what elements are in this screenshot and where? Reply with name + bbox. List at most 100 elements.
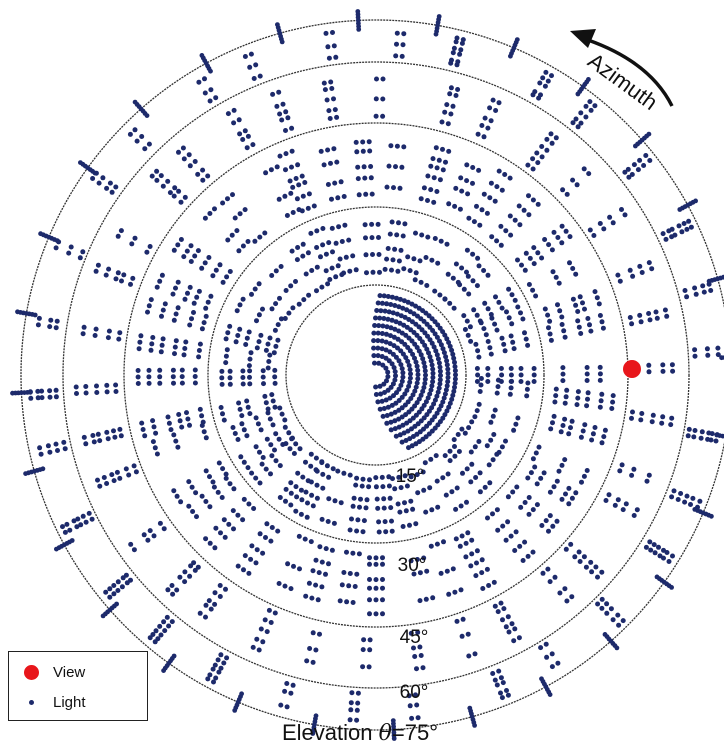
light-point xyxy=(394,143,400,149)
light-point xyxy=(617,278,623,284)
light-point xyxy=(252,238,258,244)
light-point xyxy=(396,424,402,430)
light-point xyxy=(231,526,236,532)
light-point xyxy=(569,418,575,424)
light-point xyxy=(552,574,558,580)
light-point xyxy=(591,233,597,238)
light-point xyxy=(617,468,623,474)
light-point xyxy=(392,303,398,308)
light-point xyxy=(442,109,448,115)
light-point xyxy=(469,419,475,425)
light-point xyxy=(431,344,437,350)
light-point xyxy=(242,128,248,134)
light-point xyxy=(401,144,407,150)
light-point xyxy=(367,637,373,643)
light-point xyxy=(446,591,452,597)
light-point xyxy=(253,444,259,450)
light-point xyxy=(95,431,101,437)
light-point xyxy=(461,286,467,292)
light-point xyxy=(684,493,690,499)
light-point xyxy=(417,598,423,604)
light-point xyxy=(293,279,298,284)
light-point xyxy=(380,585,385,591)
light-point xyxy=(629,472,635,478)
light-point xyxy=(380,362,386,368)
light-point xyxy=(276,196,282,202)
light-point xyxy=(146,141,152,147)
light-point xyxy=(452,380,458,386)
light-point xyxy=(630,273,636,279)
ring-label-15: 15° xyxy=(395,466,425,487)
light-point xyxy=(418,653,424,658)
light-point xyxy=(601,434,607,440)
light-point xyxy=(54,546,59,552)
light-point xyxy=(492,407,498,413)
light-point xyxy=(553,274,559,280)
light-point xyxy=(171,380,176,386)
light-point xyxy=(294,494,300,500)
light-point xyxy=(381,293,387,299)
light-point xyxy=(519,262,524,268)
light-point xyxy=(540,570,546,576)
light-point xyxy=(328,160,333,166)
light-point xyxy=(277,153,283,159)
ring-label-60: 60° xyxy=(399,682,429,703)
light-point xyxy=(511,427,517,433)
light-point xyxy=(475,131,481,137)
light-point xyxy=(491,579,497,585)
light-point xyxy=(584,403,590,409)
light-point xyxy=(400,524,406,529)
light-point xyxy=(526,212,532,218)
light-point xyxy=(616,622,622,628)
light-point xyxy=(549,140,555,146)
light-point xyxy=(393,400,399,406)
light-point xyxy=(212,590,218,596)
light-point xyxy=(199,413,205,419)
light-point xyxy=(465,530,471,536)
light-point xyxy=(376,235,381,240)
light-point xyxy=(597,313,603,318)
light-point xyxy=(392,326,398,332)
light-point xyxy=(560,371,566,377)
light-point xyxy=(223,336,229,342)
light-point xyxy=(634,507,640,513)
light-point xyxy=(330,466,336,472)
light-point xyxy=(208,293,214,299)
light-point xyxy=(576,324,582,330)
light-point xyxy=(54,318,60,324)
light-point xyxy=(660,231,666,237)
light-point xyxy=(400,233,406,239)
light-point xyxy=(215,489,221,495)
light-point xyxy=(560,187,566,193)
light-point xyxy=(453,372,458,378)
light-point xyxy=(604,610,610,616)
light-point xyxy=(313,647,319,653)
light-point xyxy=(547,331,553,337)
light-point xyxy=(160,183,166,189)
light-point xyxy=(420,356,426,362)
light-point xyxy=(367,647,373,653)
light-point xyxy=(397,432,403,438)
light-point xyxy=(414,363,420,369)
light-point xyxy=(242,553,248,559)
light-point xyxy=(15,309,20,315)
light-point xyxy=(75,516,81,522)
light-point xyxy=(423,596,429,602)
light-point xyxy=(445,375,451,380)
light-point xyxy=(217,262,223,268)
elevation-ring-75 xyxy=(20,19,724,731)
light-point xyxy=(522,330,527,336)
light-point xyxy=(388,143,394,149)
light-point xyxy=(288,490,294,496)
light-point xyxy=(539,523,545,528)
light-point xyxy=(515,257,520,263)
light-point xyxy=(341,194,347,199)
light-point xyxy=(511,346,517,352)
light-point xyxy=(251,506,257,511)
light-point xyxy=(253,415,259,421)
light-point xyxy=(128,281,133,287)
light-point xyxy=(455,432,461,437)
light-point xyxy=(247,368,253,374)
light-point xyxy=(182,346,188,351)
light-point xyxy=(176,188,182,194)
